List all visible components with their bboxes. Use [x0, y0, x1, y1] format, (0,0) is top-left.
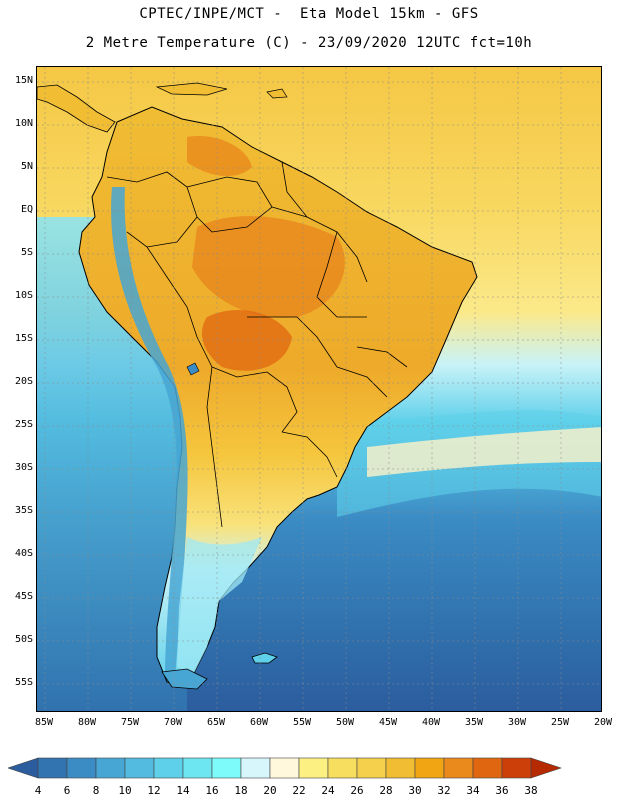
lat-label-45s: 45S: [14, 591, 33, 602]
lon-label-55w: 55W: [292, 717, 312, 728]
colorbar-segment: [385, 757, 416, 779]
colorbar-label: 12: [147, 784, 161, 797]
lon-label-50w: 50W: [335, 717, 355, 728]
lon-label-35w: 35W: [464, 717, 484, 728]
lon-label-45w: 45W: [378, 717, 398, 728]
colorbar-segment: [240, 757, 271, 779]
lat-label-35s: 35S: [14, 505, 33, 516]
lat-label-10n: 10N: [14, 118, 33, 129]
lat-label-50s: 50S: [14, 634, 33, 645]
lon-label-25w: 25W: [550, 717, 570, 728]
lon-label-40w: 40W: [421, 717, 441, 728]
colorbar-label: 30: [408, 784, 422, 797]
lon-label-60w: 60W: [249, 717, 269, 728]
lon-label-65w: 65W: [206, 717, 226, 728]
colorbar-segment: [327, 757, 358, 779]
lon-label-75w: 75W: [120, 717, 140, 728]
colorbar-label: 18: [234, 784, 248, 797]
lat-label-55s: 55S: [14, 677, 33, 688]
colorbar-label: 16: [205, 784, 219, 797]
graticule: [37, 67, 601, 711]
lat-label-10s: 10S: [14, 290, 33, 301]
country-borders: [106, 161, 408, 528]
lat-label-15n: 15N: [14, 75, 33, 86]
lat-label-20s: 20S: [14, 376, 33, 387]
mato-grosso-hot-zone: [202, 309, 292, 371]
colorbar-segment: [124, 757, 155, 779]
lat-label-5s: 5S: [20, 247, 33, 258]
colorbar-label: 34: [466, 784, 480, 797]
lon-label-20w: 20W: [593, 717, 613, 728]
colorbar-label: 10: [118, 784, 132, 797]
north-hot-zone: [187, 136, 252, 177]
colorbar-segment: [298, 757, 329, 779]
colorbar-segment: [269, 757, 300, 779]
colorbar-label: 28: [379, 784, 393, 797]
colorbar-segment: [211, 757, 242, 779]
colorbar-segment: [414, 757, 445, 779]
colorbar-segment: [356, 757, 387, 779]
temperature-map: [36, 66, 602, 712]
patagonia-cool-zone: [177, 537, 262, 677]
colorbar-segment: [472, 757, 503, 779]
lon-label-70w: 70W: [163, 717, 183, 728]
lat-label-40s: 40S: [14, 548, 33, 559]
colorbar-label: 36: [495, 784, 509, 797]
lon-label-30w: 30W: [507, 717, 527, 728]
colorbar-segment: [66, 757, 97, 779]
color-scale-bar: [8, 757, 562, 779]
colorbar-segment: [182, 757, 213, 779]
lon-label-80w: 80W: [77, 717, 97, 728]
colorbar-min-arrow: [8, 757, 39, 779]
colorbar-label: 6: [63, 784, 71, 797]
colorbar-label: 26: [350, 784, 364, 797]
map-canvas: [37, 67, 601, 711]
colorbar-label: 24: [321, 784, 335, 797]
lon-label-85w: 85W: [34, 717, 54, 728]
colorbar-label: 32: [437, 784, 451, 797]
atlantic-warm-tongue: [367, 427, 601, 477]
lat-label-15s: 15S: [14, 333, 33, 344]
lake-titicaca: [186, 362, 200, 376]
colorbar-max-arrow: [530, 757, 562, 779]
colorbar-label: 14: [176, 784, 190, 797]
colorbar-label: 22: [292, 784, 306, 797]
map-title-line1: CPTEC/INPE/MCT - Eta Model 15km - GFS: [139, 6, 479, 22]
colorbar-segment: [443, 757, 474, 779]
colorbar-segment: [153, 757, 184, 779]
colorbar-label: 20: [263, 784, 277, 797]
falkland-islands: [251, 652, 278, 664]
lat-label-30s: 30S: [14, 462, 33, 473]
colorbar-label: 4: [34, 784, 42, 797]
lat-label-5n: 5N: [20, 161, 33, 172]
colorbar-label: 38: [524, 784, 538, 797]
amazon-hot-zone: [192, 216, 345, 318]
colorbar-segment: [501, 757, 532, 779]
lat-label-25s: 25S: [14, 419, 33, 430]
colorbar-segment: [37, 757, 68, 779]
map-title-line2: 2 Metre Temperature (C) - 23/09/2020 12U…: [85, 35, 533, 51]
colorbar-segment: [95, 757, 126, 779]
colorbar-label: 8: [92, 784, 100, 797]
central-america-strip: [37, 84, 116, 133]
andes-cold-ridge: [111, 187, 188, 679]
lat-label-eq: EQ: [20, 204, 33, 215]
